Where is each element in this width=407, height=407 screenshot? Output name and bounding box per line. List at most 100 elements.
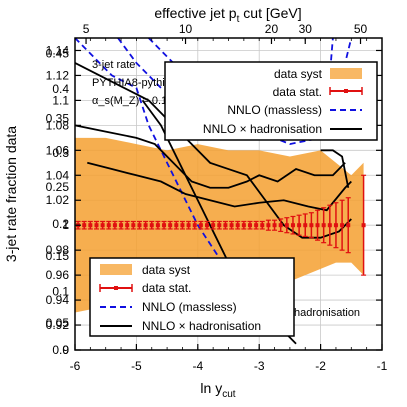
overlay-y-tick-label: 0.35 [46, 111, 70, 125]
y-tick-label: 1.1 [52, 93, 69, 107]
y-tick-label: 1.08 [46, 118, 70, 132]
data-point [100, 223, 105, 228]
data-point [303, 223, 308, 228]
x-axis-title-main: ln y [200, 380, 222, 396]
data-point [297, 223, 302, 228]
legend-top-label-syst: data syst [274, 67, 323, 81]
data-point [205, 223, 210, 228]
annotation-process: 3-jet rate [92, 59, 135, 71]
x-tick-label: -1 [377, 359, 388, 373]
data-point [235, 223, 240, 228]
y-tick-label: 1.12 [46, 68, 70, 82]
x-tick-label: -2 [315, 359, 326, 373]
data-point [260, 223, 265, 228]
data-point [198, 223, 203, 228]
x-tick-label: -4 [192, 359, 203, 373]
data-point [315, 223, 320, 228]
data-point [82, 223, 87, 228]
legend-bottom-swatch-syst [100, 264, 132, 275]
x-tick-label: -5 [131, 359, 142, 373]
data-point [229, 223, 234, 228]
data-point [143, 223, 148, 228]
legend-bottom-label-nnlo-had: NNLO × hadronisation [142, 319, 261, 333]
overlay-y-tick-label: 0.05 [46, 316, 70, 330]
legend-top-swatch-syst [330, 68, 362, 79]
data-point [94, 223, 99, 228]
x-tick-label: -6 [70, 359, 81, 373]
top-tick-label: 30 [299, 22, 313, 36]
y-tick-label: 1.02 [46, 193, 70, 207]
tick-labels: -6 -5 -4 -3 -2 -15 10 20 30 500.90.920.940.960.98… [46, 22, 388, 373]
data-point [186, 223, 191, 228]
overlay-y-tick-label: 0.45 [46, 47, 70, 61]
top-tick-label: 20 [265, 22, 279, 36]
data-point [321, 223, 326, 228]
overlay-y-tick-label: 0.1 [52, 284, 69, 298]
legend-top-label-nnlo: NNLO (massless) [227, 103, 322, 117]
data-point [119, 223, 124, 228]
data-point [125, 223, 130, 228]
overlay-y-tick-label: 0.25 [46, 180, 70, 194]
data-point [278, 223, 283, 228]
data-point [112, 223, 117, 228]
overlay-y-tick-label: 0.2 [52, 217, 69, 231]
x-axis-title-sub: cut [222, 389, 236, 400]
top-tick-label: 50 [354, 22, 368, 36]
data-point [290, 223, 295, 228]
data-point [266, 223, 271, 228]
top-axis-title-sub: t [237, 14, 240, 25]
data-point [174, 223, 179, 228]
overlay-y-tick-label: 0.4 [52, 82, 69, 96]
data-point [106, 223, 111, 228]
axis-ticks [74, 38, 383, 351]
data-points [75, 174, 367, 276]
data-point [149, 223, 154, 228]
top-tick-label: 5 [83, 22, 90, 36]
data-point [241, 223, 246, 228]
y-tick-label: 0.94 [46, 293, 70, 307]
data-point [333, 223, 338, 228]
overlay-y-tick-label: 0 [62, 343, 69, 357]
y-tick-label: 1.14 [46, 43, 70, 57]
data-point [155, 223, 160, 228]
y-tick-label: 1.04 [46, 168, 70, 182]
nnlo-hadronisation-curve [320, 149, 350, 188]
y-tick-label: 1.06 [46, 143, 70, 157]
legend-bottom-label-nnlo: NNLO (massless) [142, 300, 237, 314]
x-axis-title: ln ycut [200, 380, 235, 400]
data-point [346, 223, 351, 228]
x-tick-label: -3 [254, 359, 265, 373]
overlay-y-tick-label: 0.3 [52, 146, 69, 160]
nnlo-hadronisation-curve [87, 161, 352, 212]
top-axis-title-unit: cut [GeV] [239, 5, 301, 21]
data-point [327, 223, 332, 228]
legend-bottom-label-stat: data stat. [142, 281, 191, 295]
y-tick-label: 0.9 [52, 343, 69, 357]
y-tick-label: 1 [62, 218, 69, 232]
data-point [272, 223, 277, 228]
legend-bottom-swatch-stat-marker [114, 286, 118, 290]
legend-top-label-stat: data stat. [273, 85, 322, 99]
legend-top: data syst data stat. NNLO (massless) NNL… [164, 61, 378, 141]
data-point [131, 223, 136, 228]
data-point [247, 223, 252, 228]
legend-top-swatch-stat-marker [344, 89, 348, 93]
top-tick-label: 10 [179, 22, 193, 36]
y-tick-label: 0.96 [46, 268, 70, 282]
data-point [137, 223, 142, 228]
y-tick-label: 0.92 [46, 318, 70, 332]
data-point [254, 223, 259, 228]
data-point [88, 223, 93, 228]
data-point [192, 223, 197, 228]
annotation-alphas: α_s(M_Z) = 0.118 [92, 95, 179, 107]
data-point [211, 223, 216, 228]
data-point [223, 223, 228, 228]
data-point [340, 223, 345, 228]
y-axis-title: 3-jet rate fraction data [3, 126, 19, 262]
annotation-hadronisation: hadronisation [294, 307, 360, 319]
data-point [180, 223, 185, 228]
data-point [309, 223, 314, 228]
nnlo-hadronisation-curve [74, 124, 346, 189]
data-point [162, 223, 167, 228]
